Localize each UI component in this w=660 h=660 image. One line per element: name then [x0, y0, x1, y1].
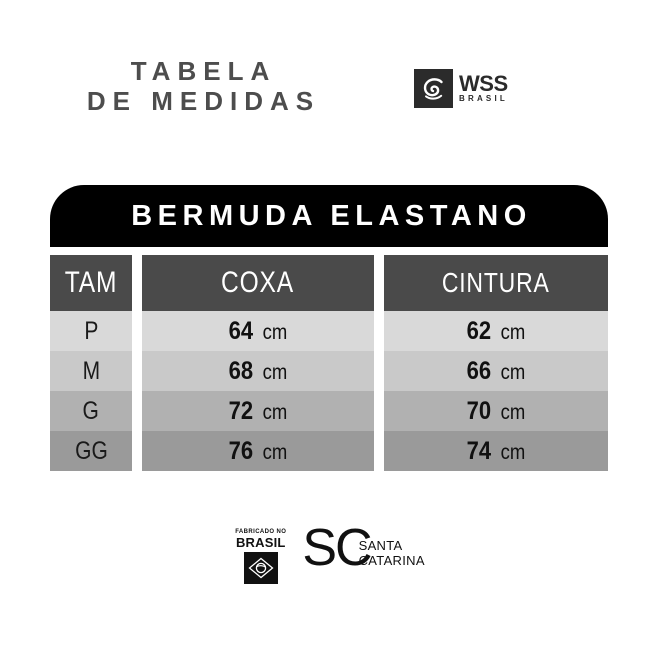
measurement-value: 64 [228, 316, 254, 345]
page-footer: FABRICADO NO BRASIL SC SANTA CATARINA [0, 520, 660, 600]
title-line-2: DE MEDIDAS [86, 86, 321, 116]
measurement-unit: cm [262, 320, 288, 344]
table-row: 72 cm [142, 391, 374, 431]
measurement-value: 70 [466, 396, 492, 425]
wss-brand-logo: WSS BRASIL [414, 69, 508, 108]
column-coxa: COXA 64 cm 68 cm 72 cm 76 cm [142, 255, 374, 471]
product-banner-label: BERMUDA ELASTANO [131, 199, 532, 232]
title-line-1: TABELA [130, 56, 277, 86]
made-in-line-2: BRASIL [235, 535, 286, 550]
measurement-value: 72 [228, 396, 254, 425]
table-row: M [50, 351, 132, 391]
column-tam: TAM P M G GG [50, 255, 132, 471]
measurement-value: 74 [466, 436, 492, 465]
column-cintura: CINTURA 62 cm 66 cm 70 cm 74 cm [384, 255, 608, 471]
table-row: 74 cm [384, 431, 608, 471]
table-row: 64 cm [142, 311, 374, 351]
measurement-unit: cm [262, 440, 288, 464]
measurement-cell: 76 cm [227, 437, 289, 466]
wave-swirl-icon [414, 69, 453, 108]
column-header-coxa-label: COXA [221, 266, 295, 299]
made-in-brazil-badge: FABRICADO NO BRASIL [235, 528, 286, 584]
column-header-cintura-label: CINTURA [442, 267, 550, 298]
measurement-cell: 64 cm [227, 317, 289, 346]
measurement-value: 62 [466, 316, 492, 345]
measurement-cell: 66 cm [465, 357, 527, 386]
table-row: G [50, 391, 132, 431]
column-header-tam: TAM [50, 255, 132, 311]
measurement-unit: cm [500, 320, 526, 344]
wss-wordmark: WSS BRASIL [459, 73, 508, 104]
column-header-tam-label: TAM [64, 266, 118, 299]
table-row: 68 cm [142, 351, 374, 391]
santa-catarina-logo: SC SANTA CATARINA [302, 522, 424, 574]
measurement-unit: cm [500, 360, 526, 384]
measurement-cell: 62 cm [465, 317, 527, 346]
table-row: 70 cm [384, 391, 608, 431]
table-row: 76 cm [142, 431, 374, 471]
table-row: 62 cm [384, 311, 608, 351]
measurement-value: 68 [228, 356, 254, 385]
measurement-value: 66 [466, 356, 492, 385]
measurement-value: 76 [228, 436, 254, 465]
measurement-unit: cm [500, 400, 526, 424]
measurement-unit: cm [262, 360, 288, 384]
measurement-cell: 72 cm [227, 397, 289, 426]
measurement-cell: 68 cm [227, 357, 289, 386]
column-header-coxa: COXA [142, 255, 374, 311]
size-label: M [82, 356, 100, 385]
size-label: G [82, 396, 100, 425]
page-title: TABELA DE MEDIDAS [0, 56, 400, 116]
made-in-line-1: FABRICADO NO [235, 529, 287, 535]
table-row: 66 cm [384, 351, 608, 391]
column-header-cintura: CINTURA [384, 255, 608, 311]
table-row: GG [50, 431, 132, 471]
product-banner: BERMUDA ELASTANO [50, 185, 608, 247]
measurement-cell: 74 cm [465, 437, 527, 466]
brazil-flag-icon [243, 552, 278, 584]
wss-name: WSS [459, 71, 508, 96]
size-label: GG [74, 436, 108, 465]
size-label: P [83, 316, 99, 345]
measurement-cell: 70 cm [465, 397, 527, 426]
table-row: P [50, 311, 132, 351]
sc-monogram: SC [302, 519, 372, 577]
measurement-unit: cm [262, 400, 288, 424]
sc-word-1: SANTA [358, 538, 403, 553]
measurement-unit: cm [500, 440, 526, 464]
page-header: TABELA DE MEDIDAS WSS BRASIL [0, 0, 660, 175]
sc-word-2: CATARINA [358, 553, 425, 568]
sc-wordmark: SANTA CATARINA [359, 538, 425, 568]
wss-country: BRASIL [459, 94, 508, 103]
